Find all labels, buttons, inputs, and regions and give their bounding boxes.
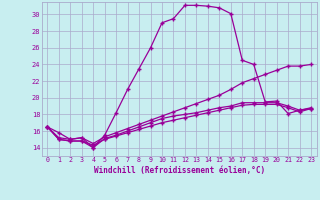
X-axis label: Windchill (Refroidissement éolien,°C): Windchill (Refroidissement éolien,°C) <box>94 166 265 175</box>
